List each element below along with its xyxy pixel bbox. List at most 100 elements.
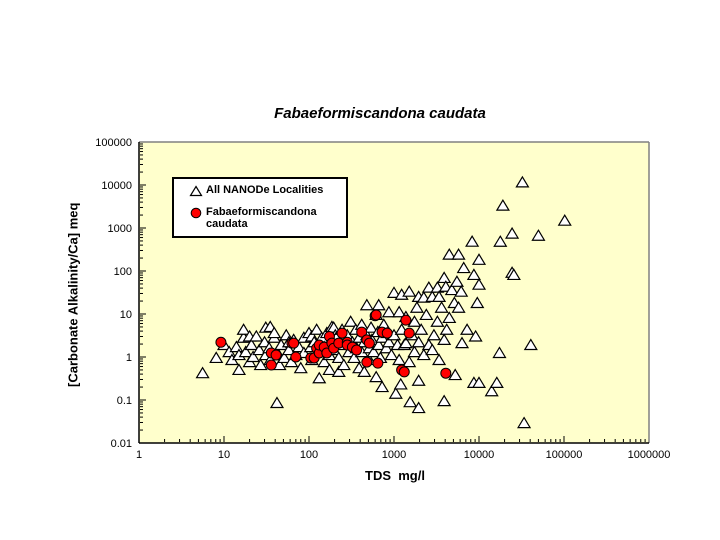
caudata-circle-marker xyxy=(381,327,393,339)
caudata-circle-marker xyxy=(265,359,277,371)
caudata-circle-marker xyxy=(270,349,282,361)
caudata-circle-marker xyxy=(372,357,384,369)
nanode-triangle-marker xyxy=(384,348,399,361)
nanode-triangle-marker xyxy=(430,315,445,327)
y-tick-label: 1000 xyxy=(108,223,132,235)
nanode-triangle-marker xyxy=(426,328,441,341)
nanode-triangle-marker xyxy=(343,315,358,327)
triangle-marker-icon xyxy=(189,185,203,197)
nanode-triangle-marker xyxy=(309,323,324,335)
nanode-triangle-marker xyxy=(425,343,440,356)
nanode-triangle-marker xyxy=(246,350,261,363)
y-tick-label: 1 xyxy=(126,352,132,364)
nanode-triangle-marker xyxy=(493,235,508,247)
y-tick-label: 0.01 xyxy=(111,438,132,450)
legend: All NANODe Localities Fabaeformiscandona… xyxy=(172,177,348,238)
nanode-triangle-marker xyxy=(484,384,499,397)
nanode-triangle-marker xyxy=(451,301,466,313)
nanode-triangle-marker xyxy=(231,363,247,376)
caudata-circle-marker xyxy=(361,356,373,368)
caudata-circle-marker xyxy=(336,327,348,339)
nanode-triangle-marker xyxy=(393,377,408,390)
x-tick-label: 100000 xyxy=(546,449,583,461)
nanode-triangle-marker xyxy=(359,298,374,311)
nanode-triangle-marker xyxy=(209,351,224,364)
caudata-circle-marker xyxy=(351,344,363,356)
nanode-triangle-marker xyxy=(252,343,267,356)
caudata-circle-marker xyxy=(398,366,410,378)
nanode-triangle-marker xyxy=(366,345,381,358)
nanode-triangle-marker xyxy=(460,323,475,335)
nanode-triangle-marker xyxy=(442,311,457,324)
nanode-triangle-marker xyxy=(437,394,452,407)
nanode-triangle-marker xyxy=(471,278,487,290)
caudata-circle-marker xyxy=(370,309,382,321)
y-tick-label: 0.1 xyxy=(117,395,132,407)
x-tick-label: 10000 xyxy=(464,449,495,461)
nanode-triangle-marker xyxy=(269,396,285,409)
nanode-triangle-marker xyxy=(419,308,434,321)
nanode-triangle-marker xyxy=(331,351,346,364)
nanode-triangle-marker xyxy=(432,290,447,302)
y-tick-label: 10 xyxy=(120,309,132,321)
nanode-triangle-marker xyxy=(465,235,480,247)
nanode-triangle-marker xyxy=(402,355,417,368)
nanode-triangle-marker xyxy=(402,285,417,297)
legend-item-nanode: All NANODe Localities xyxy=(189,184,346,197)
nanode-triangle-marker xyxy=(322,363,337,376)
nanode-triangle-marker xyxy=(444,283,459,296)
nanode-triangle-marker xyxy=(439,323,454,335)
caudata-circle-marker xyxy=(400,314,412,326)
caudata-circle-marker xyxy=(215,336,227,348)
nanode-triangle-marker xyxy=(421,280,436,293)
nanode-triangle-marker xyxy=(515,175,530,188)
nanode-triangle-marker xyxy=(357,365,372,378)
nanode-triangle-marker xyxy=(317,355,332,368)
nanode-triangle-marker xyxy=(434,301,449,313)
nanode-triangle-marker xyxy=(492,346,507,359)
nanode-triangle-marker xyxy=(531,229,546,241)
nanode-triangle-marker xyxy=(432,353,447,366)
nanode-triangle-marker xyxy=(267,326,282,339)
nanode-triangle-marker xyxy=(381,305,396,318)
caudata-circle-marker xyxy=(288,337,300,349)
nanode-triangle-marker xyxy=(437,333,452,345)
nanode-triangle-marker xyxy=(471,253,487,265)
nanode-triangle-marker xyxy=(369,370,384,383)
nanode-triangle-marker xyxy=(414,323,429,335)
caudata-circle-marker xyxy=(363,337,375,349)
nanode-triangle-marker xyxy=(229,340,244,353)
nanode-triangle-marker xyxy=(398,336,413,349)
nanode-triangle-marker xyxy=(371,338,386,351)
nanode-triangle-marker xyxy=(407,345,422,358)
nanode-triangle-marker xyxy=(336,358,351,371)
nanode-triangle-marker xyxy=(236,323,251,335)
x-tick-label: 1000000 xyxy=(628,449,671,461)
chart-title: Fabaeformiscandona caudata xyxy=(274,105,486,122)
nanode-triangle-marker xyxy=(409,301,424,313)
legend-label-nanode: All NANODe Localities xyxy=(206,184,324,196)
nanode-triangle-marker xyxy=(331,365,346,378)
nanode-triangle-marker xyxy=(454,336,470,349)
y-tick-label: 100 xyxy=(114,266,132,278)
legend-label-caudata: Fabaeformiscandona caudata xyxy=(206,206,317,230)
nanode-triangle-marker xyxy=(470,296,485,309)
nanode-triangle-marker xyxy=(505,226,520,239)
nanode-triangle-marker xyxy=(454,285,469,297)
nanode-triangle-marker xyxy=(411,335,426,348)
nanode-triangle-marker xyxy=(411,374,426,386)
nanode-triangle-marker xyxy=(392,305,407,318)
nanode-triangle-marker xyxy=(517,416,532,429)
nanode-triangle-marker xyxy=(442,247,457,260)
y-tick-label: 100000 xyxy=(95,137,132,149)
nanode-triangle-marker xyxy=(363,321,379,333)
nanode-triangle-marker xyxy=(312,371,327,384)
nanode-triangle-marker xyxy=(448,368,463,381)
nanode-triangle-marker xyxy=(523,338,538,351)
caudata-circle-marker xyxy=(440,367,452,379)
nanode-triangle-marker xyxy=(388,387,403,399)
caudata-circle-marker xyxy=(356,326,368,338)
y-tick-label: 10000 xyxy=(101,180,132,192)
legend-item-caudata: Fabaeformiscandona caudata xyxy=(189,206,346,230)
